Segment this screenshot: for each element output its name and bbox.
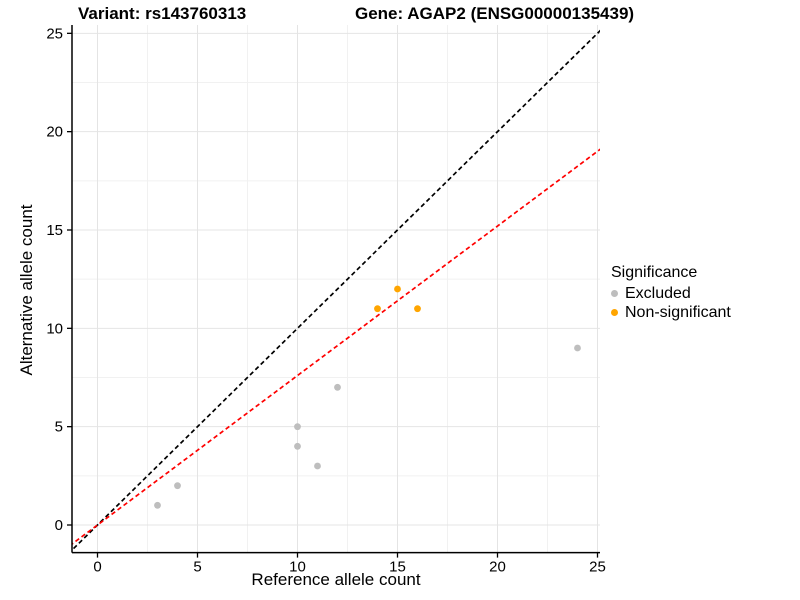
legend-dot — [611, 309, 618, 316]
data-point-excluded — [314, 462, 321, 470]
y-tick-label: 20 — [46, 124, 63, 141]
data-point-non-significant — [414, 305, 421, 313]
data-point-excluded — [334, 383, 341, 391]
reference-lines — [72, 29, 600, 552]
data-point-excluded — [294, 442, 301, 450]
data-point-non-significant — [394, 285, 401, 293]
plot-title-gene: Gene: AGAP2 (ENSG00000135439) — [355, 4, 635, 23]
data-point-excluded — [174, 482, 181, 490]
x-tick-label: 15 — [389, 559, 406, 576]
y-tick-label: 0 — [55, 517, 63, 534]
regression-line — [72, 148, 600, 546]
legend-items: Excluded Non-significant — [606, 284, 731, 322]
y-tick-label: 10 — [46, 320, 63, 337]
legend-item-excluded: Excluded — [606, 284, 731, 303]
data-point-non-significant — [374, 305, 381, 313]
data-point-excluded — [154, 501, 161, 509]
plot-title-variant: Variant: rs143760313 — [78, 4, 247, 23]
x-tick-label: 0 — [93, 559, 101, 576]
x-tick-label: 25 — [589, 559, 606, 576]
y-tick-label: 15 — [46, 222, 63, 239]
y-axis-title: Alternative allele count — [17, 204, 36, 376]
legend-item-non-significant: Non-significant — [606, 303, 731, 322]
legend-dot — [611, 290, 618, 297]
legend-item-label: Excluded — [625, 284, 691, 302]
legend-title: Significance — [611, 264, 698, 281]
x-tick-label: 20 — [489, 559, 506, 576]
y-tick-label: 5 — [55, 419, 63, 436]
data-point-excluded — [574, 344, 581, 352]
y-tick-label: 25 — [46, 25, 63, 42]
x-tick-label: 5 — [193, 559, 201, 576]
legend: Significance Excluded Non-significant — [606, 264, 731, 322]
x-axis-title: Reference allele count — [251, 570, 421, 589]
legend-item-label: Non-significant — [625, 303, 731, 321]
data-point-excluded — [294, 423, 301, 431]
x-tick-label: 10 — [289, 559, 306, 576]
identity-line — [72, 29, 600, 552]
